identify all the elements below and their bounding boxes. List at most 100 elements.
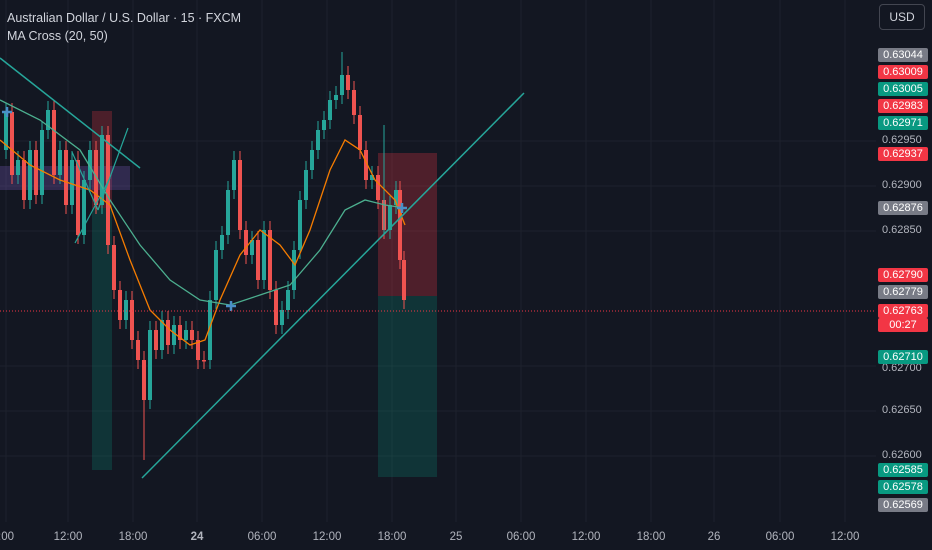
candle-body: [304, 170, 308, 200]
price-badge: 0.62790: [878, 268, 928, 282]
candle-body: [106, 135, 110, 245]
candle-body: [136, 340, 140, 360]
candle-body: [364, 150, 368, 180]
candle-body: [274, 290, 278, 325]
candle-body: [310, 150, 314, 170]
candle-body: [46, 110, 50, 130]
price-badge: 0.62569: [878, 498, 928, 512]
time-label: 18:00: [118, 531, 148, 543]
candle-body: [334, 95, 338, 100]
candle-body: [232, 160, 236, 190]
trendline: [97, 127, 129, 211]
time-label: 26: [707, 531, 721, 543]
candle-body: [202, 360, 206, 362]
time-label: 12:00: [312, 531, 342, 543]
candle-body: [250, 240, 254, 255]
candle-body: [352, 90, 356, 115]
indicator-label[interactable]: MA Cross (20, 50): [7, 29, 108, 43]
candle-body: [100, 135, 104, 205]
time-label: :00: [0, 531, 14, 543]
ma-cross-marker: [397, 203, 407, 213]
candle-body: [340, 75, 344, 95]
candle-body: [148, 330, 152, 400]
price-tick-label: 0.62600: [882, 449, 922, 461]
price-badge: 0.62876: [878, 201, 928, 215]
candle-body: [22, 160, 26, 200]
symbol-title[interactable]: Australian Dollar / U.S. Dollar · 15 · F…: [7, 11, 242, 25]
candle-body: [262, 230, 266, 280]
candle-body: [160, 320, 164, 350]
price-badge: 0.62710: [878, 350, 928, 364]
time-label: 06:00: [506, 531, 536, 543]
price-tick-label: 0.62950: [882, 134, 922, 146]
price-tick-label: 0.62650: [882, 404, 922, 416]
candle-body: [376, 175, 380, 200]
candle-body: [142, 360, 146, 400]
time-label: 12:00: [53, 531, 83, 543]
candle-body: [280, 310, 284, 325]
candle-body: [322, 120, 326, 130]
candle-body: [370, 175, 374, 180]
candle-body: [64, 150, 68, 205]
target-zone: [378, 296, 437, 477]
candle-body: [16, 160, 20, 175]
price-badge: 0.63044: [878, 48, 928, 62]
currency-button[interactable]: USD: [879, 4, 925, 30]
candle-body: [82, 180, 86, 235]
candle-body: [190, 330, 194, 340]
chart-legend: Australian Dollar / U.S. Dollar · 15 · F…: [7, 9, 241, 45]
candle-body: [196, 340, 200, 360]
price-badge: 0.62983: [878, 99, 928, 113]
time-label: 18:00: [377, 531, 407, 543]
candle-body: [286, 290, 290, 310]
candle-body: [52, 110, 56, 175]
candle-body: [358, 115, 362, 150]
candle-body: [130, 300, 134, 340]
price-badge: 0.63009: [878, 65, 928, 79]
candle-body: [178, 325, 182, 340]
trendline: [0, 57, 141, 169]
time-label: 24: [190, 531, 204, 543]
chart-canvas[interactable]: [0, 0, 876, 522]
candle-body: [220, 235, 224, 250]
candle-body: [88, 150, 92, 180]
candle-body: [112, 245, 116, 290]
candle-body: [244, 230, 248, 255]
candle-body: [346, 75, 350, 90]
price-badge: 0.62578: [878, 480, 928, 494]
price-badge: 0.63005: [878, 82, 928, 96]
price-badge: 0.62779: [878, 285, 928, 299]
ma-cross-marker: [226, 301, 236, 311]
candle-body: [154, 330, 158, 350]
candle-body: [268, 230, 272, 290]
candle-body: [328, 100, 332, 120]
candle-body: [214, 250, 218, 300]
price-badge: 0.62937: [878, 147, 928, 161]
candle-body: [256, 240, 260, 280]
countdown-badge: 00:27: [878, 318, 928, 332]
trendline: [141, 92, 525, 479]
candle-body: [292, 250, 296, 290]
candle-body: [58, 150, 62, 175]
price-tick-label: 0.62900: [882, 179, 922, 191]
price-badge: 0.62971: [878, 116, 928, 130]
candle-body: [298, 200, 302, 250]
candle-body: [4, 112, 8, 150]
candle-body: [394, 190, 398, 205]
candle-body: [34, 150, 38, 195]
candle-body: [10, 112, 14, 175]
candle-body: [402, 260, 406, 300]
candle-body: [172, 325, 176, 345]
candle-body: [28, 150, 32, 200]
candle-body: [316, 130, 320, 150]
price-tick-label: 0.62850: [882, 224, 922, 236]
candle-body: [76, 160, 80, 235]
candle-body: [118, 290, 122, 320]
candle-body: [398, 190, 402, 260]
time-label: 06:00: [765, 531, 795, 543]
candle-body: [124, 300, 128, 320]
price-tick-label: 0.62700: [882, 362, 922, 374]
candle-body: [226, 190, 230, 235]
time-label: 06:00: [247, 531, 277, 543]
time-label: 12:00: [571, 531, 601, 543]
